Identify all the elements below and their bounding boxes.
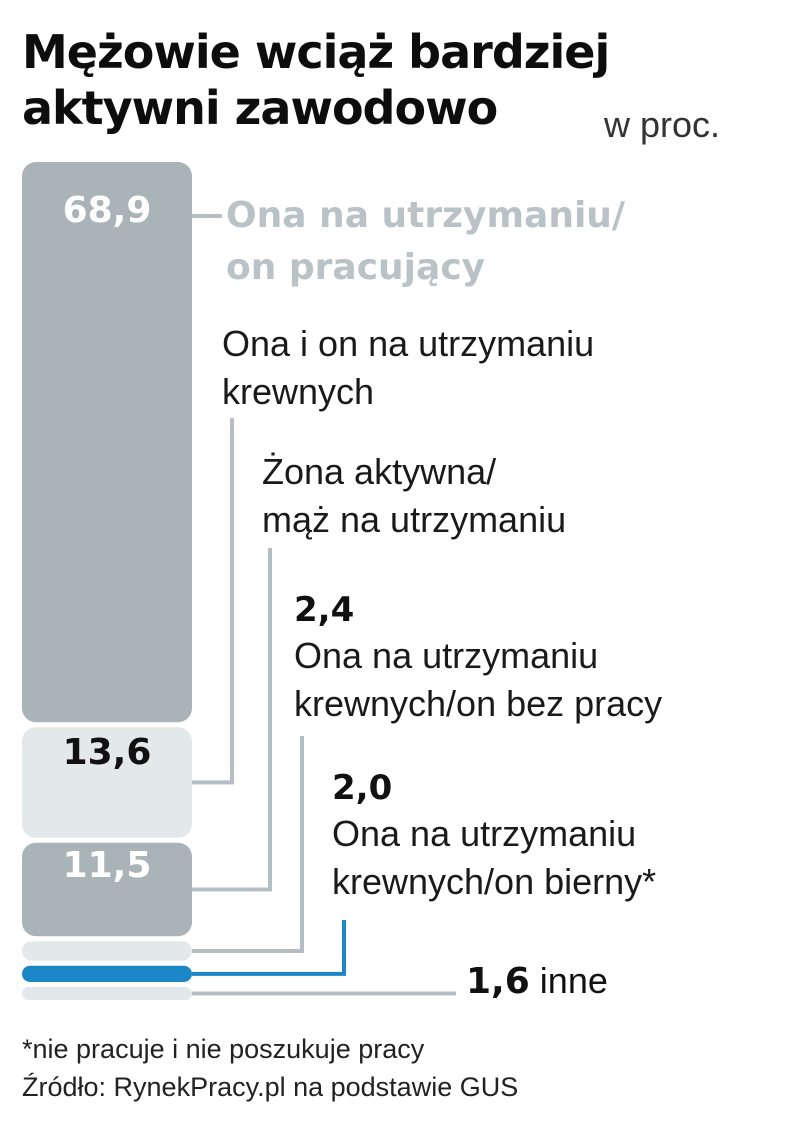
category-1-line-1: Ona i on na utrzymaniu bbox=[222, 323, 595, 364]
category-2-line-2: mąż na utrzymaniu bbox=[262, 499, 567, 540]
category-3-line-1: Ona na utrzymaniu bbox=[294, 635, 599, 676]
category-label-3: 2,4 Ona na utrzymaniu krewnych/on bez pr… bbox=[294, 588, 662, 728]
category-1-line-2: krewnych bbox=[222, 371, 375, 412]
chart-title: Mężowie wciąż bardziej aktywni zawodowo bbox=[22, 24, 610, 136]
category-label-1: Ona i on na utrzymaniu krewnych bbox=[222, 320, 594, 416]
bar-segment-3 bbox=[22, 941, 192, 961]
footnote: *nie pracuje i nie poszukuje pracy bbox=[22, 1034, 425, 1064]
leader-line-1 bbox=[192, 418, 234, 785]
value-label-2: 11,5 bbox=[62, 845, 152, 886]
category-4-line-1: Ona na utrzymaniu bbox=[332, 813, 637, 854]
bar-segment-0 bbox=[22, 162, 192, 723]
value-label-5: 1,6 bbox=[466, 961, 530, 1002]
category-label-0: Ona na utrzymaniu/ on pracujący bbox=[226, 190, 625, 294]
unit-label: w proc. bbox=[604, 104, 721, 145]
category-2-line-1: Żona aktywna/ bbox=[262, 451, 497, 492]
value-label-3: 2,4 bbox=[294, 590, 355, 630]
footer: *nie pracuje i nie poszukuje pracy Źródł… bbox=[22, 1030, 518, 1106]
value-label-0: 68,9 bbox=[62, 190, 152, 231]
value-label-1: 13,6 bbox=[62, 732, 152, 773]
category-5-text: inne bbox=[539, 960, 608, 1001]
leader-line-4 bbox=[192, 920, 346, 976]
category-label-5: 1,6 inne bbox=[466, 960, 608, 1002]
title-line-2: aktywni zawodowo bbox=[22, 81, 498, 135]
bar-segment-5 bbox=[22, 987, 192, 1000]
title-line-1: Mężowie wciąż bardziej bbox=[22, 25, 610, 79]
value-label-4: 2,0 bbox=[332, 768, 393, 808]
category-0-line-1: Ona na utrzymaniu/ bbox=[226, 195, 626, 236]
category-4-line-2: krewnych/on bierny* bbox=[332, 861, 657, 902]
bar-segment-1 bbox=[22, 727, 192, 838]
leader-line-2 bbox=[192, 548, 272, 892]
category-label-4: 2,0 Ona na utrzymaniu krewnych/on bierny… bbox=[332, 766, 656, 906]
bar-segment-4 bbox=[22, 965, 192, 982]
category-3-line-2: krewnych/on bez pracy bbox=[294, 683, 663, 724]
leader-line-3 bbox=[192, 736, 304, 953]
source-note: Źródło: RynekPracy.pl na podstawie GUS bbox=[22, 1072, 519, 1102]
category-label-2: Żona aktywna/ mąż na utrzymaniu bbox=[262, 448, 566, 544]
category-0-line-2: on pracujący bbox=[226, 247, 486, 288]
bar-segment-2 bbox=[22, 842, 192, 937]
